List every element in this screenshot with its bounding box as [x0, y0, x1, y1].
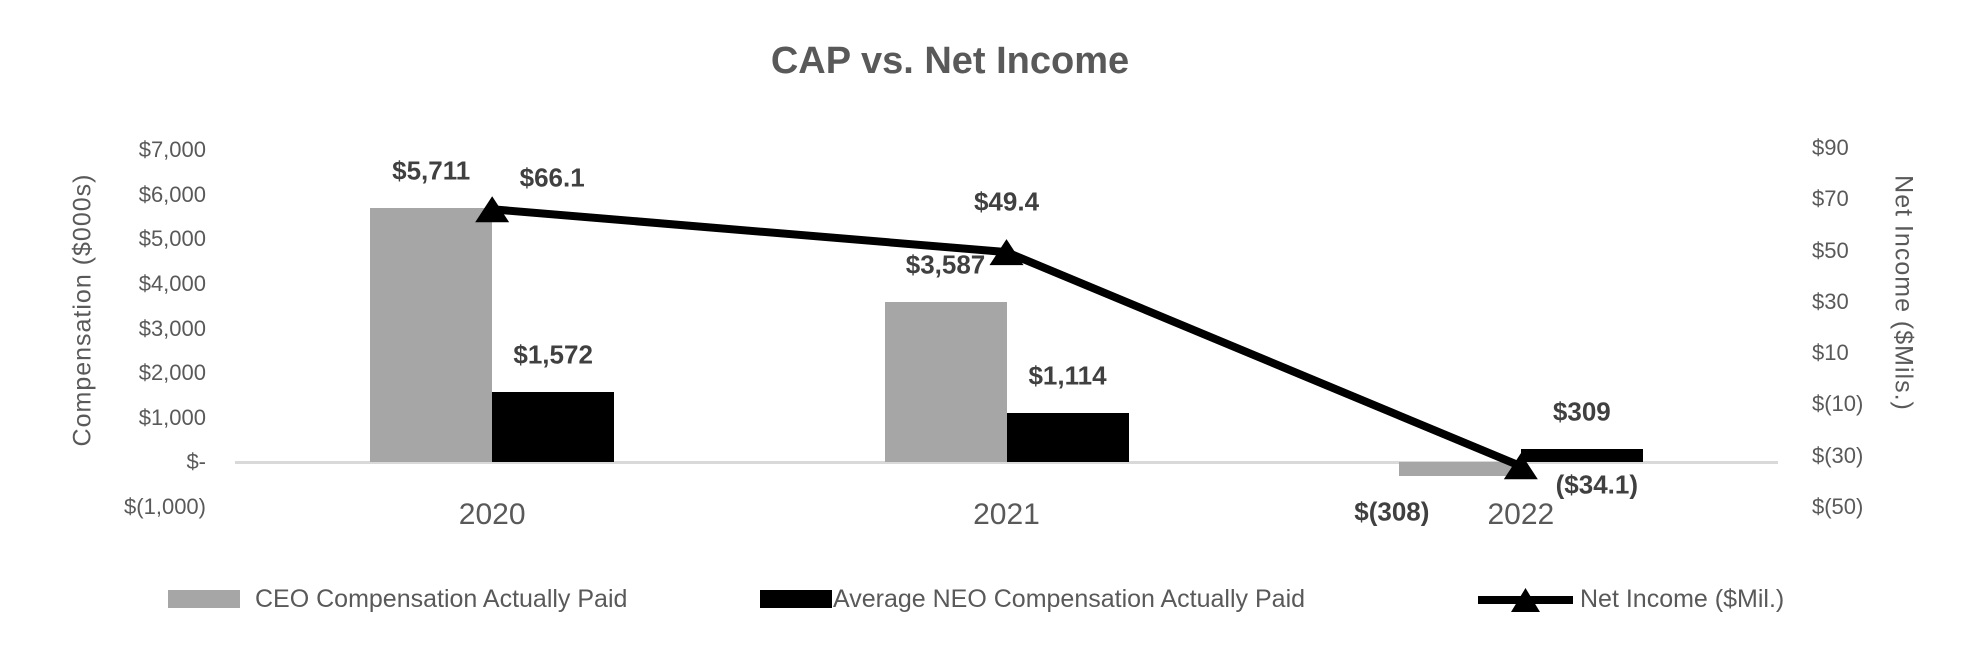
legend-swatch-ceo [168, 590, 240, 608]
category-label-2020: 2020 [458, 498, 526, 531]
left-axis-tick: $5,000 [138, 226, 206, 252]
bar-ceo-2020 [370, 207, 493, 463]
left-axis-tick: $7,000 [138, 137, 206, 162]
category-label-2021: 2021 [973, 498, 1040, 531]
bar-neo-2021 [1006, 412, 1129, 463]
right-axis-tick: $(50) [1812, 494, 1864, 519]
left-axis-tick: $6,000 [138, 181, 206, 207]
data-label-net-income-2020: $66.1 [519, 162, 585, 193]
left-axis-tick: $2,000 [138, 360, 206, 386]
right-axis-title: Net Income ($Mils.) [1889, 175, 1918, 411]
right-axis-tick: $70 [1812, 186, 1849, 212]
legend-label-neo: Average NEO Compensation Actually Paid [833, 585, 1306, 613]
legend-marker-net-income [1478, 588, 1573, 612]
right-axis-tick: $(30) [1812, 442, 1864, 468]
bar-ceo-2022 [1398, 462, 1521, 477]
left-axis-tick: $1,000 [138, 404, 206, 430]
bar-ceo-2021 [884, 302, 1007, 463]
right-axis-tick: $10 [1812, 340, 1849, 366]
legend-swatch-neo [760, 590, 832, 608]
legend-label-ceo: CEO Compensation Actually Paid [255, 585, 628, 613]
right-axis-tick: $(10) [1812, 391, 1864, 417]
left-axis-tick: $(1,000) [124, 494, 206, 519]
data-label-net-income-2022: ($34.1) [1555, 469, 1639, 500]
chart-title: CAP vs. Net Income [770, 40, 1130, 82]
legend-label-net-income: Net Income ($Mil.) [1580, 585, 1785, 613]
right-axis-tick: $90 [1812, 135, 1849, 160]
data-label-ceo-2022: $(308) [1354, 496, 1430, 527]
left-axis-tick: $3,000 [138, 315, 206, 341]
data-label-net-income-2021: $49.4 [973, 186, 1040, 217]
bar-neo-2022 [1520, 448, 1643, 463]
data-label-neo-2021: $1,114 [1028, 360, 1107, 391]
data-label-ceo-2021: $3,587 [905, 249, 986, 280]
right-axis-tick: $50 [1812, 237, 1849, 263]
category-label-2022: 2022 [1487, 498, 1555, 531]
data-label-ceo-2020: $5,711 [392, 155, 471, 186]
bar-neo-2020 [492, 392, 615, 463]
data-label-neo-2020: $1,572 [513, 339, 593, 370]
data-label-neo-2022: $309 [1552, 396, 1611, 427]
net-income-marker-2021 [989, 239, 1024, 266]
left-axis-tick: $4,000 [138, 270, 206, 296]
right-axis-tick: $30 [1812, 288, 1849, 314]
left-axis-tick: $- [186, 449, 206, 475]
